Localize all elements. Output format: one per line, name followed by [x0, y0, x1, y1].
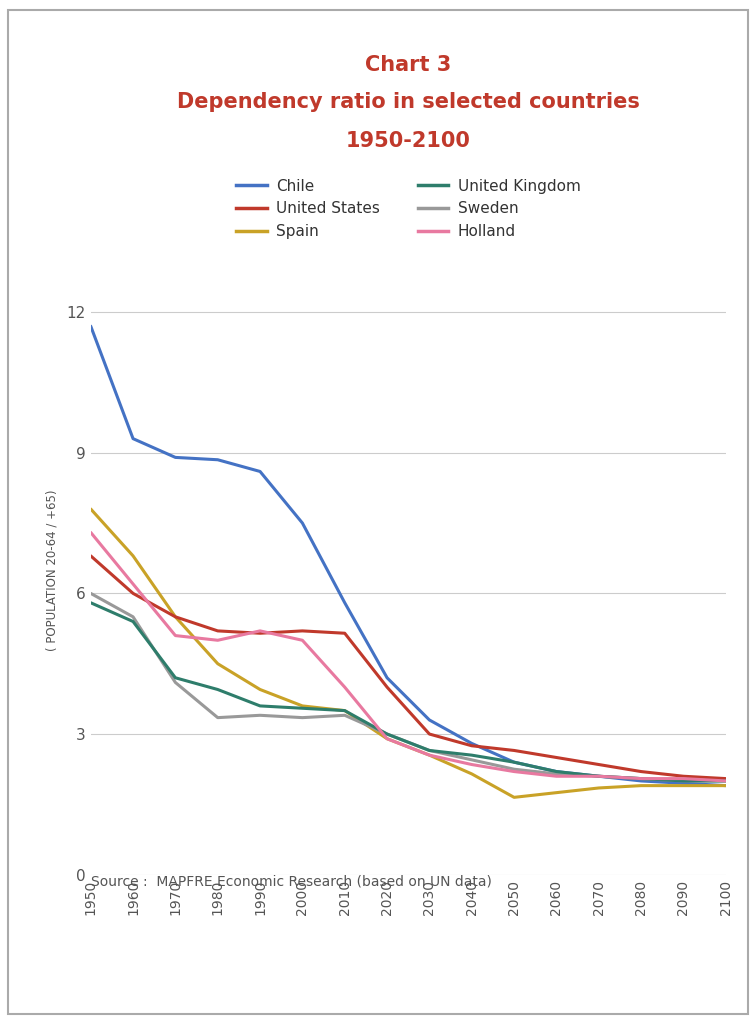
Text: Source :  MAPFRE Economic Research (based on UN data): Source : MAPFRE Economic Research (based… — [91, 874, 491, 889]
Text: 1950-2100: 1950-2100 — [345, 131, 471, 151]
Y-axis label: ( POPULATION 20-64 / +65): ( POPULATION 20-64 / +65) — [45, 489, 58, 650]
Text: Chart 3: Chart 3 — [365, 55, 451, 75]
Text: Dependency ratio in selected countries: Dependency ratio in selected countries — [177, 92, 640, 112]
Legend: Chile, United States, Spain, United Kingdom, Sweden, Holland: Chile, United States, Spain, United King… — [230, 173, 587, 245]
